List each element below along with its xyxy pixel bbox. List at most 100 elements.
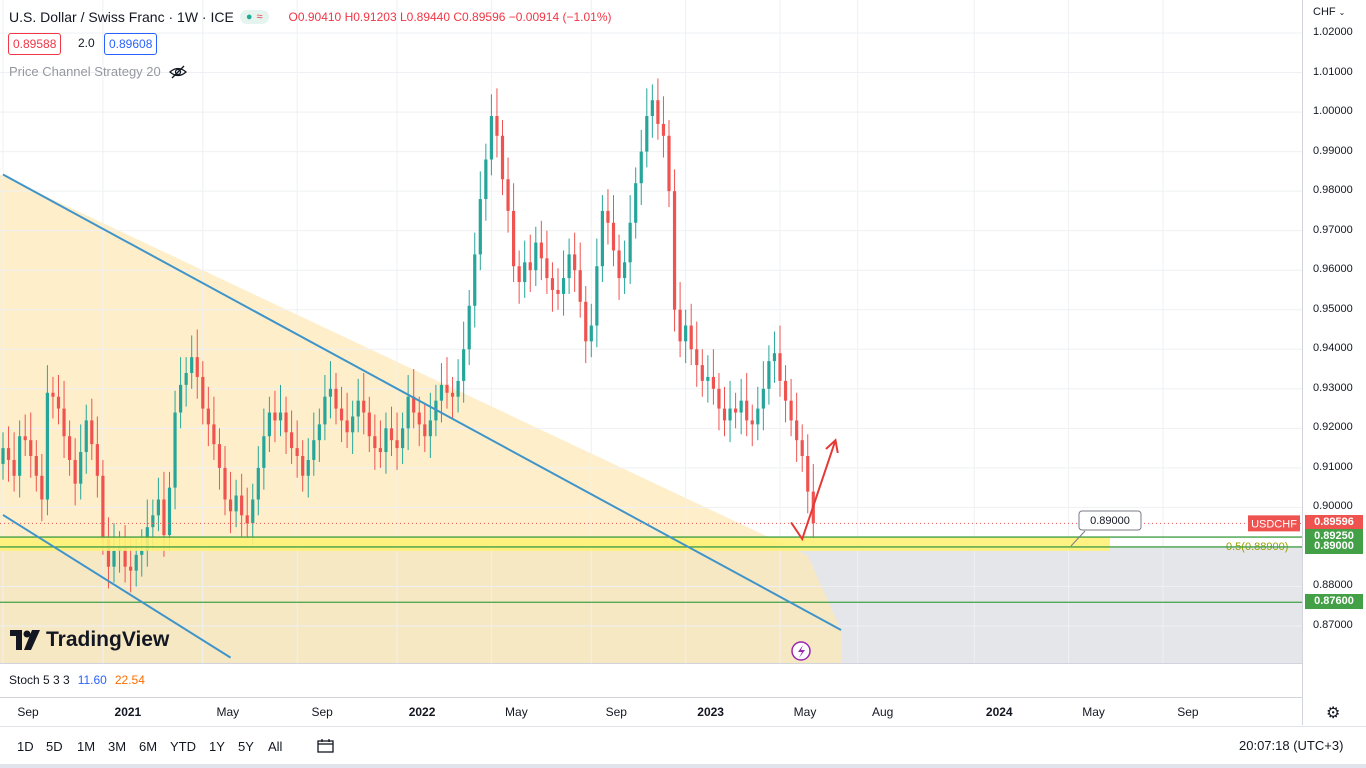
clock[interactable]: 20:07:18 (UTC+3) (1239, 738, 1344, 753)
candle[interactable] (750, 404, 754, 447)
channel-lower-line[interactable] (2, 514, 232, 659)
hidden-eye-icon[interactable] (168, 65, 187, 79)
candle[interactable] (628, 195, 632, 285)
price-chart[interactable]: 0.5(0.88900)0.89000 USDCHF (0, 0, 1302, 663)
candle[interactable] (800, 424, 804, 472)
candle[interactable] (34, 440, 38, 492)
date-range-icon[interactable] (317, 739, 334, 753)
candle[interactable] (423, 402, 427, 453)
candle[interactable] (711, 349, 715, 405)
candle[interactable] (717, 372, 721, 431)
gear-icon[interactable]: ⚙ (1326, 705, 1341, 722)
candle[interactable] (462, 321, 466, 403)
candle[interactable] (489, 94, 493, 176)
candle[interactable] (373, 414, 377, 470)
candle[interactable] (179, 357, 183, 429)
candle[interactable] (251, 483, 255, 545)
candle[interactable] (345, 392, 349, 449)
lightning-icon[interactable] (791, 641, 811, 661)
candle[interactable] (672, 169, 677, 332)
candle[interactable] (262, 408, 266, 490)
candle[interactable] (478, 171, 482, 271)
candle[interactable] (256, 446, 260, 516)
candle[interactable] (806, 434, 810, 514)
candle[interactable] (356, 378, 360, 433)
candle[interactable] (367, 396, 371, 453)
candle[interactable] (273, 390, 277, 443)
candle[interactable] (267, 396, 271, 453)
candle[interactable] (584, 286, 588, 364)
candle[interactable] (617, 234, 621, 300)
candle[interactable] (428, 392, 432, 458)
candle[interactable] (195, 329, 199, 399)
candle[interactable] (173, 390, 177, 510)
sell-button[interactable]: 0.89588 (8, 33, 62, 55)
candle[interactable] (550, 262, 555, 312)
candle[interactable] (539, 220, 543, 281)
candle[interactable] (767, 345, 771, 405)
candle[interactable] (339, 386, 344, 443)
candle[interactable] (545, 230, 549, 294)
candle[interactable] (351, 400, 355, 455)
candle[interactable] (600, 195, 604, 283)
candle[interactable] (528, 234, 532, 292)
candle[interactable] (395, 412, 399, 470)
candle[interactable] (123, 525, 127, 583)
stoch-legend[interactable]: Stoch 5 3 3 11.60 22.54 (9, 673, 145, 687)
candle[interactable] (589, 303, 593, 358)
timeframe-5d-button[interactable]: 5D (46, 739, 63, 754)
candle[interactable] (95, 416, 99, 498)
timeframe-1m-button[interactable]: 1M (77, 739, 96, 754)
candle[interactable] (772, 331, 777, 383)
timeframe-3m-button[interactable]: 3M (108, 739, 127, 754)
candle[interactable] (312, 412, 316, 476)
candle[interactable] (278, 384, 283, 437)
candle[interactable] (506, 157, 510, 233)
candle[interactable] (45, 365, 49, 516)
fib-zone[interactable] (0, 537, 1110, 551)
candle[interactable] (290, 410, 294, 464)
candle[interactable] (306, 438, 310, 498)
candle[interactable] (656, 78, 660, 140)
candle[interactable] (517, 250, 521, 304)
candle[interactable] (234, 479, 238, 528)
candle[interactable] (51, 376, 55, 419)
candle[interactable] (456, 359, 460, 413)
candle[interactable] (523, 240, 527, 298)
candle[interactable] (650, 84, 654, 138)
candle[interactable] (756, 386, 760, 441)
candle[interactable] (706, 355, 710, 403)
candle[interactable] (689, 303, 693, 366)
timeframe-1y-button[interactable]: 1Y (209, 739, 225, 754)
candle[interactable] (734, 392, 738, 429)
candle[interactable] (84, 404, 88, 474)
timeframe-ytd-button[interactable]: YTD (170, 739, 196, 754)
candle[interactable] (295, 420, 299, 478)
candle[interactable] (112, 523, 116, 583)
candle[interactable] (284, 396, 288, 455)
candle[interactable] (389, 406, 394, 457)
candle[interactable] (534, 226, 538, 287)
market-status-pill[interactable]: ● ≈ (239, 10, 269, 24)
pane-separator[interactable] (0, 663, 1302, 664)
candle[interactable] (783, 365, 788, 423)
candle[interactable] (728, 380, 732, 443)
candle[interactable] (567, 238, 571, 294)
candle[interactable] (578, 242, 582, 318)
candle[interactable] (223, 446, 227, 516)
candle[interactable] (634, 167, 638, 239)
candle[interactable] (722, 386, 727, 437)
candle[interactable] (56, 374, 61, 425)
candle[interactable] (789, 378, 793, 437)
candle[interactable] (401, 412, 405, 464)
candle[interactable] (12, 432, 16, 492)
candle[interactable] (695, 321, 699, 387)
candle[interactable] (23, 414, 27, 457)
candle[interactable] (79, 424, 83, 500)
candle[interactable] (623, 240, 627, 294)
candle[interactable] (212, 396, 216, 460)
candle[interactable] (473, 232, 477, 328)
candle[interactable] (328, 361, 333, 419)
candle[interactable] (661, 96, 666, 158)
price-callout[interactable]: 0.89000 (1070, 510, 1142, 547)
